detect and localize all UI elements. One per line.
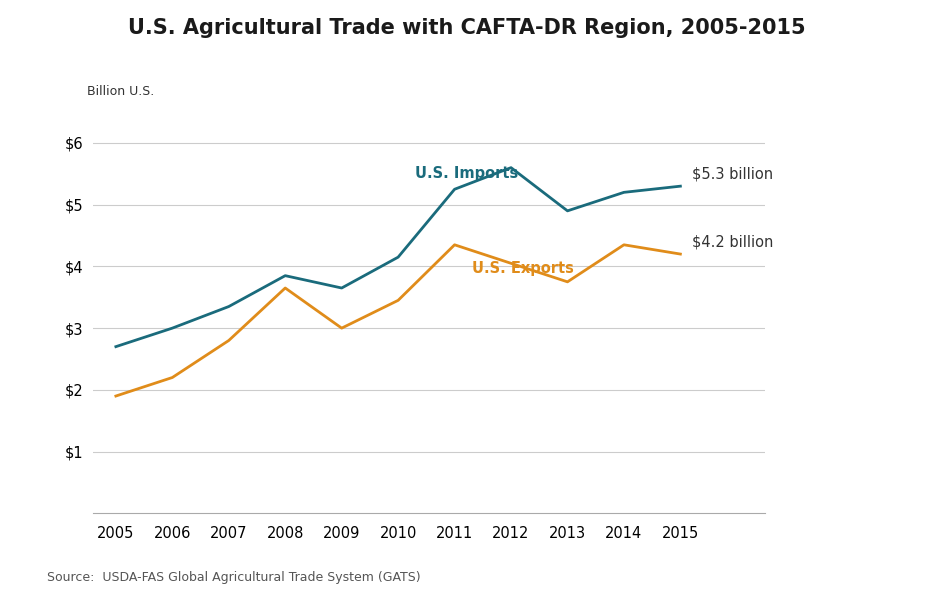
Text: U.S. Exports: U.S. Exports — [471, 261, 574, 277]
Text: Billion U.S.: Billion U.S. — [87, 85, 154, 98]
Text: Source:  USDA-FAS Global Agricultural Trade System (GATS): Source: USDA-FAS Global Agricultural Tra… — [47, 571, 420, 584]
Text: U.S. Imports: U.S. Imports — [415, 166, 519, 181]
Text: U.S. Agricultural Trade with CAFTA-DR Region, 2005-2015: U.S. Agricultural Trade with CAFTA-DR Re… — [128, 18, 805, 38]
Text: $4.2 billion: $4.2 billion — [691, 234, 773, 249]
Text: $5.3 billion: $5.3 billion — [691, 166, 773, 181]
